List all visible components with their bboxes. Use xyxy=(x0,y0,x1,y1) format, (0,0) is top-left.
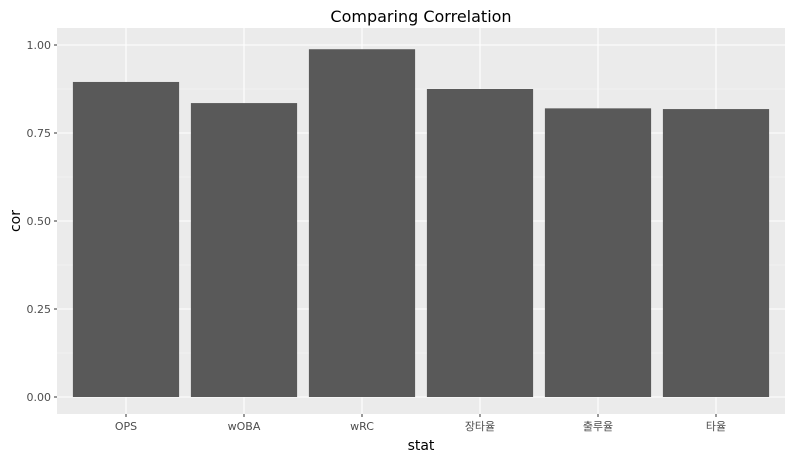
chart-title: Comparing Correlation xyxy=(330,7,511,26)
x-tick-label: OPS xyxy=(115,420,137,433)
bar-5 xyxy=(544,108,652,398)
bar-1 xyxy=(72,81,180,398)
bar-2 xyxy=(190,103,298,397)
x-tick-label: wOBA xyxy=(228,420,261,433)
bar-3 xyxy=(308,49,416,397)
y-axis-ticks: 0.00 0.25 0.50 0.75 1.00 xyxy=(27,39,57,404)
bars-group xyxy=(72,49,770,398)
y-tick-label: 0.00 xyxy=(27,391,52,404)
y-tick-label: 1.00 xyxy=(27,39,52,52)
y-axis-title: cor xyxy=(8,210,24,232)
x-axis-ticks: OPS wOBA wRC 장타율 출루율 타율 xyxy=(115,414,726,433)
x-tick-label: 장타율 xyxy=(465,420,495,433)
x-axis-title: stat xyxy=(408,438,435,454)
y-tick-label: 0.75 xyxy=(27,127,52,140)
x-tick-label: 타율 xyxy=(706,420,726,433)
y-tick-label: 0.25 xyxy=(27,303,52,316)
x-tick-label: 출루율 xyxy=(583,420,613,433)
bar-4 xyxy=(426,89,534,397)
y-tick-label: 0.50 xyxy=(27,215,52,228)
x-tick-label: wRC xyxy=(350,420,374,433)
bar-6 xyxy=(662,109,770,398)
